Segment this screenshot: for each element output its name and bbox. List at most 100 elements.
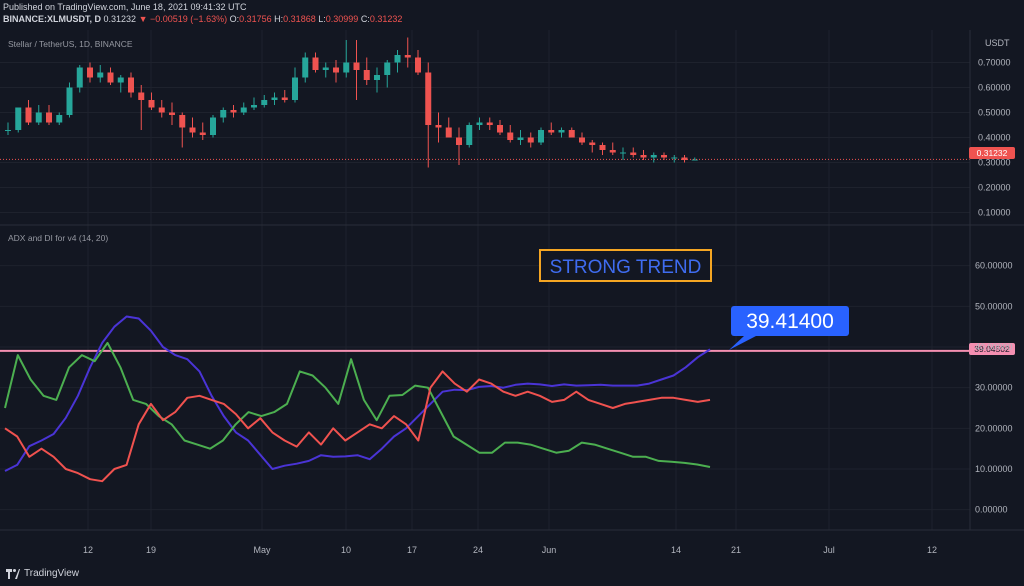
tradingview-logo-icon: [6, 569, 20, 579]
candle-body: [148, 100, 155, 108]
candle-body: [548, 130, 555, 133]
adx-line: [4, 315, 711, 472]
strong-trend-box: STRONG TREND: [539, 249, 712, 282]
axes: 12 19 May 10 17 24 Jun 14 21 Jul 12 0.10000 0.20000 0…: [83, 58, 1013, 556]
candle-body: [302, 57, 309, 78]
indicator-tick-label: 20.00000: [975, 423, 1013, 433]
time-tick-label: 12: [83, 545, 93, 555]
last-price-tag-label: 0.31232: [977, 148, 1008, 158]
chart-background: [0, 30, 1024, 562]
published-text: Published on TradingView.com, June 18, 2…: [3, 2, 247, 12]
low-value: 0.30999: [325, 14, 359, 24]
candle-body: [466, 125, 473, 145]
candle-body: [117, 77, 124, 83]
time-tick-label: 24: [473, 545, 483, 555]
candle-body: [138, 92, 145, 100]
candle-body: [76, 67, 83, 88]
candle-body: [261, 100, 268, 105]
candle-body: [322, 67, 329, 70]
candle-body: [425, 72, 432, 125]
candle-body: [394, 55, 401, 63]
candle-body: [558, 130, 565, 133]
price-tick-label: 0.30000: [978, 158, 1011, 168]
indicator-pane-title: ADX and DI for v4 (14, 20): [8, 233, 108, 243]
candle-body: [240, 107, 247, 113]
candle-body: [363, 70, 370, 80]
candle-body: [35, 112, 42, 123]
price-tick-label: 0.10000: [978, 208, 1011, 218]
high-label: H:: [274, 14, 284, 24]
price-tick-label: 0.70000: [978, 58, 1011, 68]
candle-body: [251, 105, 257, 108]
candle-body: [107, 72, 114, 83]
candle-body: [15, 107, 22, 130]
close-value: 0.31232: [369, 14, 403, 24]
low-label: L:: [318, 14, 326, 24]
price-tick-label: 0.20000: [978, 183, 1011, 193]
candle-body: [620, 152, 626, 154]
chart-canvas[interactable]: Stellar / TetherUS, 1D, BINANCE ADX and …: [0, 30, 1024, 562]
indicator-tick-label: 30.00000: [975, 383, 1013, 393]
candle-body: [353, 62, 360, 70]
candle-body: [199, 132, 206, 135]
indicator-tick-label: 10.00000: [975, 464, 1013, 474]
candle-body: [579, 137, 585, 143]
symbol-name[interactable]: BINANCE:XLMUSDT, D: [3, 14, 101, 24]
candle-body: [661, 155, 667, 158]
candle-body: [445, 127, 452, 138]
candle-body: [671, 157, 678, 159]
time-tick-label: Jul: [823, 545, 835, 555]
candle-body: [476, 122, 483, 125]
candle-body: [230, 110, 237, 113]
close-label: C:: [360, 14, 370, 24]
indicator-tick-label: 40.00000: [975, 342, 1013, 352]
candle-body: [681, 157, 688, 160]
candle-body: [630, 152, 637, 155]
adx-callout: 39.41400: [729, 306, 849, 350]
candle-body: [25, 107, 32, 123]
price-tick-label: 0.40000: [978, 133, 1011, 143]
open-label: O:: [229, 14, 240, 24]
last-price-tag: 0.31232: [969, 147, 1015, 159]
strong-trend-label: STRONG TREND: [550, 257, 702, 278]
candle-body: [527, 137, 534, 143]
candle-body: [589, 142, 596, 145]
indicator-pane[interactable]: [0, 315, 970, 483]
main-pane-title: Stellar / TetherUS, 1D, BINANCE: [8, 39, 133, 49]
candle-body: [507, 132, 514, 140]
down-arrow-icon: ▼: [138, 14, 148, 24]
candle-body: [169, 112, 175, 115]
candle-body: [538, 130, 544, 143]
time-tick-label: 12: [927, 545, 937, 555]
callout-value: 39.41400: [746, 310, 834, 333]
grid-lines: [0, 30, 970, 530]
footer-brand[interactable]: TradingView: [24, 568, 80, 579]
time-tick-label: 10: [341, 545, 351, 555]
indicator-tick-label: 60.00000: [975, 261, 1013, 271]
candle-body: [292, 77, 298, 100]
candle-body: [691, 159, 698, 161]
price-tick-label: 0.50000: [978, 108, 1011, 118]
price-pane[interactable]: [0, 37, 970, 168]
candle-body: [5, 130, 11, 131]
candle-body: [128, 77, 134, 93]
last-price: 0.31232: [103, 14, 137, 24]
candle-body: [87, 67, 93, 78]
candle-body: [435, 125, 442, 128]
time-tick-label: 19: [146, 545, 156, 555]
candle-body: [599, 145, 606, 150]
candle-body: [517, 137, 524, 140]
candle-body: [486, 122, 493, 125]
indicator-tick-label: 50.00000: [975, 301, 1013, 311]
candle-body: [220, 110, 227, 118]
candle-body: [333, 67, 339, 73]
candle-body: [650, 155, 657, 158]
level-tag-label: 39.04502: [974, 344, 1010, 354]
time-tick-label: 17: [407, 545, 417, 555]
candle-body: [343, 62, 350, 73]
candle-body: [179, 115, 186, 128]
open-value: 0.31756: [239, 14, 272, 24]
time-tick-label: 14: [671, 545, 681, 555]
price-change: −0.00519 (−1.63%): [150, 14, 228, 24]
currency-label: USDT: [985, 38, 1010, 48]
